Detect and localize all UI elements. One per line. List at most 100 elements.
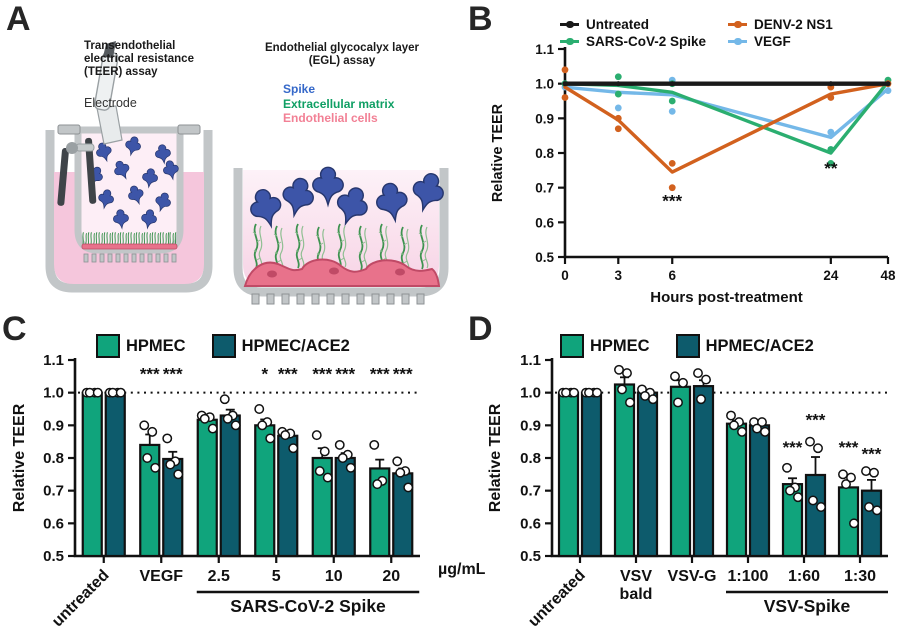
data-point bbox=[841, 479, 851, 490]
data-point bbox=[311, 430, 322, 441]
data-point bbox=[334, 439, 345, 450]
bar bbox=[334, 456, 356, 558]
data-point bbox=[199, 413, 210, 424]
bar bbox=[669, 385, 692, 558]
data-point bbox=[864, 502, 874, 512]
data-point bbox=[793, 492, 803, 503]
bar bbox=[104, 391, 126, 558]
y-tick-label: 0.6 bbox=[535, 215, 554, 230]
data-point bbox=[173, 469, 184, 480]
electrode-label: Electrode bbox=[84, 96, 137, 110]
cell-layer-large bbox=[243, 258, 441, 287]
data-point bbox=[142, 453, 153, 463]
egl-legend: Spike Extracellular matrix Endothelial c… bbox=[283, 82, 394, 126]
x-tick-label: 3 bbox=[615, 268, 623, 283]
data-point bbox=[640, 390, 650, 401]
data-point bbox=[760, 426, 770, 437]
data-point bbox=[869, 467, 879, 478]
hpmec-swatch bbox=[96, 334, 120, 358]
x-tick-label: 24 bbox=[823, 268, 839, 283]
data-point bbox=[614, 104, 622, 112]
y-tick-label: 0.8 bbox=[43, 450, 64, 467]
teer-well-graphic bbox=[45, 41, 213, 293]
data-point bbox=[668, 108, 676, 115]
significance-label: *** bbox=[370, 365, 390, 384]
data-point bbox=[107, 387, 118, 398]
data-point bbox=[322, 472, 333, 483]
x-category-label: VEGF bbox=[139, 568, 183, 585]
significance-label: ** bbox=[824, 159, 838, 178]
y-tick-label: 0.5 bbox=[520, 548, 541, 565]
y-tick-label: 1.1 bbox=[43, 352, 64, 369]
data-point bbox=[614, 90, 622, 98]
x-category-label: untreated bbox=[525, 567, 589, 631]
data-point bbox=[729, 420, 739, 431]
data-point bbox=[668, 184, 676, 192]
data-point bbox=[147, 426, 158, 437]
data-point bbox=[668, 160, 676, 167]
data-point bbox=[737, 426, 747, 437]
data-point bbox=[838, 469, 848, 480]
legend-denv: DENV-2 NS1 bbox=[728, 16, 833, 33]
hpmec-label: HPMEC bbox=[126, 336, 186, 355]
y-tick-label: 1.0 bbox=[43, 385, 64, 402]
y-axis-title: Relative TEER bbox=[490, 103, 506, 202]
x-axis-title: Hours post-treatment bbox=[650, 289, 803, 306]
data-point bbox=[265, 433, 276, 444]
data-point bbox=[257, 420, 268, 431]
legend-spike-label: SARS-CoV-2 Spike bbox=[586, 34, 707, 49]
data-point bbox=[617, 384, 627, 395]
y-tick-label: 0.7 bbox=[520, 483, 541, 500]
panel-b-legend: Untreated DENV-2 NS1 SARS-CoV-2 Spike VE… bbox=[560, 16, 833, 50]
data-point bbox=[849, 518, 859, 529]
bar bbox=[636, 391, 659, 558]
legend-vegf: VEGF bbox=[728, 33, 833, 50]
egl-legend-cells: Endothelial cells bbox=[283, 111, 378, 125]
legend-spike: SARS-CoV-2 Spike bbox=[560, 33, 720, 50]
x-category-label: 1:60 bbox=[788, 568, 820, 585]
bar-axes: 0.5 0.6 0.7 0.8 0.9 1.0 1.1 Relative TEER bbox=[487, 352, 888, 565]
teer-assay-title: Transendothelial electrical resistance (… bbox=[84, 40, 194, 78]
bar bbox=[196, 418, 218, 558]
panel-a-letter: A bbox=[6, 0, 31, 38]
data-point bbox=[584, 387, 594, 398]
data-point bbox=[569, 387, 579, 398]
significance-label: *** bbox=[163, 365, 183, 384]
egl-legend-matrix: Extracellular matrix bbox=[283, 96, 395, 111]
x-category-label: untreated bbox=[49, 567, 113, 631]
bar bbox=[804, 473, 827, 558]
data-point bbox=[219, 394, 230, 405]
data-point bbox=[395, 467, 406, 478]
data-point bbox=[403, 482, 414, 493]
x-category-label: 5 bbox=[272, 568, 281, 585]
bar bbox=[81, 391, 103, 558]
series-line bbox=[563, 81, 890, 174]
data-point bbox=[139, 420, 150, 431]
legend-untreated: Untreated bbox=[560, 16, 720, 33]
y-tick-label: 1.1 bbox=[520, 352, 541, 369]
data-point bbox=[280, 430, 291, 441]
legend-vegf-label: VEGF bbox=[754, 34, 791, 49]
data-point bbox=[726, 410, 736, 421]
data-point bbox=[693, 368, 703, 379]
data-point bbox=[337, 453, 348, 463]
significance-label: * bbox=[261, 365, 268, 384]
bar bbox=[748, 424, 771, 558]
panel-c-chart: 0.5 0.6 0.7 0.8 0.9 1.0 1.1 Relative TEER untrea… bbox=[11, 352, 420, 631]
group-bracket-label: SARS-CoV-2 Spike bbox=[230, 596, 386, 616]
hpmec-ace2-label-d: HPMEC/ACE2 bbox=[705, 336, 814, 355]
panel-d-letter: D bbox=[468, 310, 493, 348]
y-tick-label: 0.8 bbox=[520, 450, 541, 467]
y-axis-title: Relative TEER bbox=[487, 403, 504, 512]
significance-label: *** bbox=[312, 365, 332, 384]
significance-label: *** bbox=[662, 192, 682, 211]
data-point bbox=[230, 420, 241, 431]
data-point bbox=[861, 466, 871, 477]
y-tick-label: 0.5 bbox=[43, 548, 64, 565]
data-point bbox=[372, 479, 383, 490]
legend-denv-label: DENV-2 NS1 bbox=[754, 17, 833, 32]
data-point bbox=[165, 459, 176, 470]
bar bbox=[219, 414, 241, 558]
series-Untreated bbox=[562, 81, 891, 87]
data-point bbox=[369, 439, 380, 450]
